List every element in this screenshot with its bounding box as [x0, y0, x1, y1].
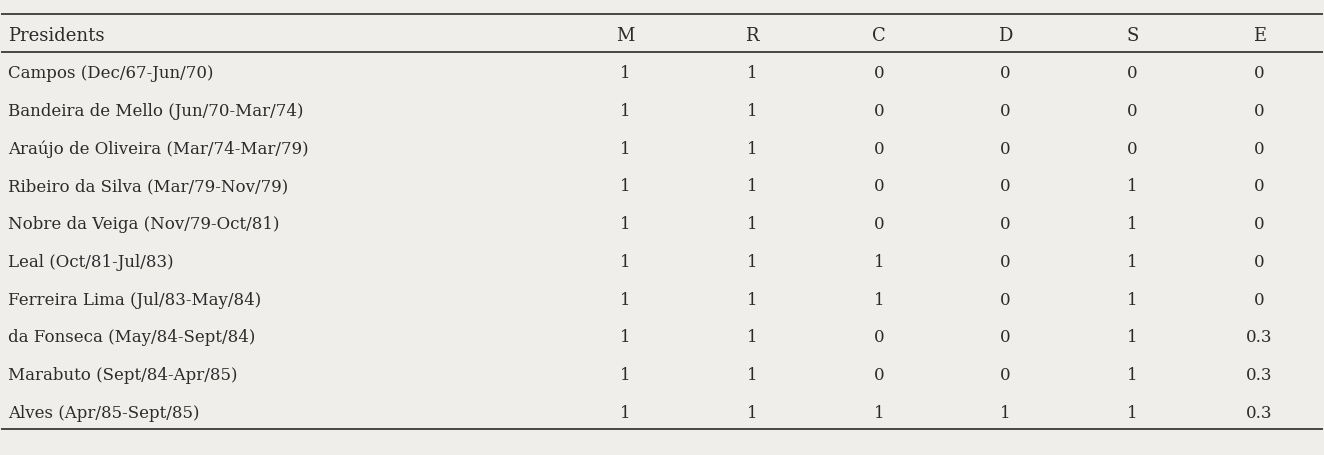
- Text: 0: 0: [1001, 366, 1012, 383]
- Text: 1: 1: [747, 291, 757, 308]
- Text: 0: 0: [874, 140, 884, 157]
- Text: Ribeiro da Silva (Mar/79-Nov/79): Ribeiro da Silva (Mar/79-Nov/79): [8, 178, 289, 195]
- Text: 0: 0: [874, 102, 884, 120]
- Text: 1: 1: [620, 329, 630, 346]
- Text: 0: 0: [1001, 178, 1012, 195]
- Text: Presidents: Presidents: [8, 27, 105, 45]
- Text: 1: 1: [620, 366, 630, 383]
- Text: 0.3: 0.3: [1246, 366, 1272, 383]
- Text: 0.3: 0.3: [1246, 329, 1272, 346]
- Text: 0: 0: [1001, 140, 1012, 157]
- Text: 0: 0: [1254, 65, 1264, 82]
- Text: 1: 1: [620, 65, 630, 82]
- Text: 1: 1: [874, 253, 884, 270]
- Text: 0: 0: [1254, 216, 1264, 233]
- Text: 0: 0: [1254, 253, 1264, 270]
- Text: 1: 1: [874, 404, 884, 421]
- Text: 0: 0: [1001, 291, 1012, 308]
- Text: Leal (Oct/81-Jul/83): Leal (Oct/81-Jul/83): [8, 253, 173, 270]
- Text: Alves (Apr/85-Sept/85): Alves (Apr/85-Sept/85): [8, 404, 200, 421]
- Text: 0.3: 0.3: [1246, 404, 1272, 421]
- Text: 0: 0: [1127, 102, 1137, 120]
- Text: 0: 0: [1254, 291, 1264, 308]
- Text: Araújo de Oliveira (Mar/74-Mar/79): Araújo de Oliveira (Mar/74-Mar/79): [8, 140, 308, 157]
- Text: 1: 1: [1127, 404, 1137, 421]
- Text: 0: 0: [1001, 253, 1012, 270]
- Text: 0: 0: [1254, 178, 1264, 195]
- Text: 0: 0: [874, 329, 884, 346]
- Text: 1: 1: [620, 404, 630, 421]
- Text: 1: 1: [747, 329, 757, 346]
- Text: Marabuto (Sept/84-Apr/85): Marabuto (Sept/84-Apr/85): [8, 366, 237, 383]
- Text: 1: 1: [747, 140, 757, 157]
- Text: D: D: [998, 27, 1013, 45]
- Text: 1: 1: [747, 102, 757, 120]
- Text: 1: 1: [620, 216, 630, 233]
- Text: 1: 1: [1127, 329, 1137, 346]
- Text: 1: 1: [1127, 253, 1137, 270]
- Text: 1: 1: [747, 65, 757, 82]
- Text: 0: 0: [1001, 329, 1012, 346]
- Text: 0: 0: [874, 178, 884, 195]
- Text: 1: 1: [747, 404, 757, 421]
- Text: 1: 1: [620, 253, 630, 270]
- Text: 1: 1: [1127, 366, 1137, 383]
- Text: 0: 0: [874, 366, 884, 383]
- Text: S: S: [1127, 27, 1139, 45]
- Text: 0: 0: [1001, 102, 1012, 120]
- Text: da Fonseca (May/84-Sept/84): da Fonseca (May/84-Sept/84): [8, 329, 256, 346]
- Text: Campos (Dec/67-Jun/70): Campos (Dec/67-Jun/70): [8, 65, 213, 82]
- Text: 1: 1: [1001, 404, 1012, 421]
- Text: Bandeira de Mello (Jun/70-Mar/74): Bandeira de Mello (Jun/70-Mar/74): [8, 102, 303, 120]
- Text: 1: 1: [620, 291, 630, 308]
- Text: 1: 1: [620, 102, 630, 120]
- Text: 1: 1: [747, 253, 757, 270]
- Text: 1: 1: [874, 291, 884, 308]
- Text: E: E: [1253, 27, 1266, 45]
- Text: 0: 0: [874, 65, 884, 82]
- Text: 0: 0: [1001, 65, 1012, 82]
- Text: C: C: [873, 27, 886, 45]
- Text: 0: 0: [874, 216, 884, 233]
- Text: 0: 0: [1127, 65, 1137, 82]
- Text: M: M: [616, 27, 634, 45]
- Text: 1: 1: [1127, 178, 1137, 195]
- Text: 1: 1: [747, 178, 757, 195]
- Text: 1: 1: [620, 140, 630, 157]
- Text: R: R: [745, 27, 759, 45]
- Text: 1: 1: [1127, 216, 1137, 233]
- Text: 0: 0: [1127, 140, 1137, 157]
- Text: 0: 0: [1254, 140, 1264, 157]
- Text: Nobre da Veiga (Nov/79-Oct/81): Nobre da Veiga (Nov/79-Oct/81): [8, 216, 279, 233]
- Text: 1: 1: [1127, 291, 1137, 308]
- Text: 1: 1: [747, 366, 757, 383]
- Text: 0: 0: [1001, 216, 1012, 233]
- Text: Ferreira Lima (Jul/83-May/84): Ferreira Lima (Jul/83-May/84): [8, 291, 261, 308]
- Text: 0: 0: [1254, 102, 1264, 120]
- Text: 1: 1: [620, 178, 630, 195]
- Text: 1: 1: [747, 216, 757, 233]
